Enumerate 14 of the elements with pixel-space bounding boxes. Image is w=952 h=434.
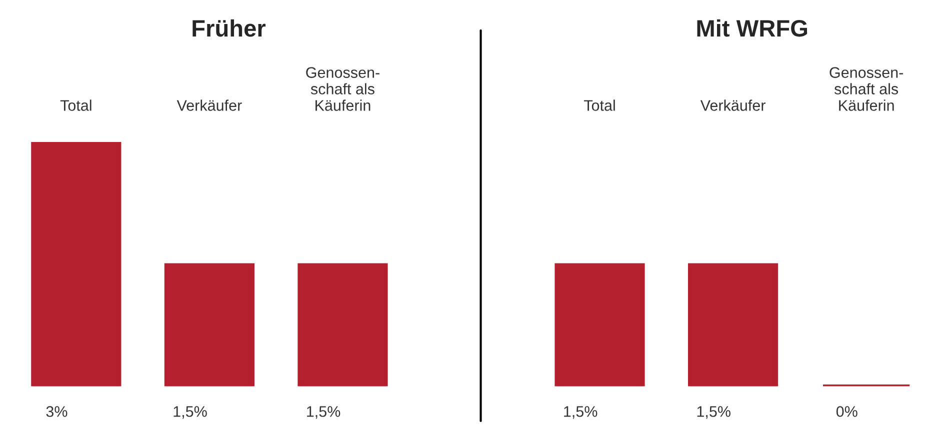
data-label: 1,5% [697, 406, 730, 419]
data-label: 3% [46, 406, 68, 417]
x-tick-label: Genossen- schaft als Käuferin [830, 67, 904, 111]
data-label: 1,5% [307, 406, 340, 419]
data-label: 1,5% [174, 406, 207, 419]
chart-title: Früher [192, 19, 266, 37]
x-tick-label: Total [584, 100, 615, 111]
x-tick-label: Verkäufer [700, 100, 766, 111]
x-tick-label: Verkäufer [176, 100, 242, 111]
chart-title: Mit WRFG [697, 19, 808, 37]
x-tick-label: Genossen- schaft als Käuferin [306, 67, 380, 111]
x-tick-label: Total [60, 100, 92, 111]
data-label: 0% [836, 406, 858, 417]
data-label: 1,5% [564, 406, 598, 419]
